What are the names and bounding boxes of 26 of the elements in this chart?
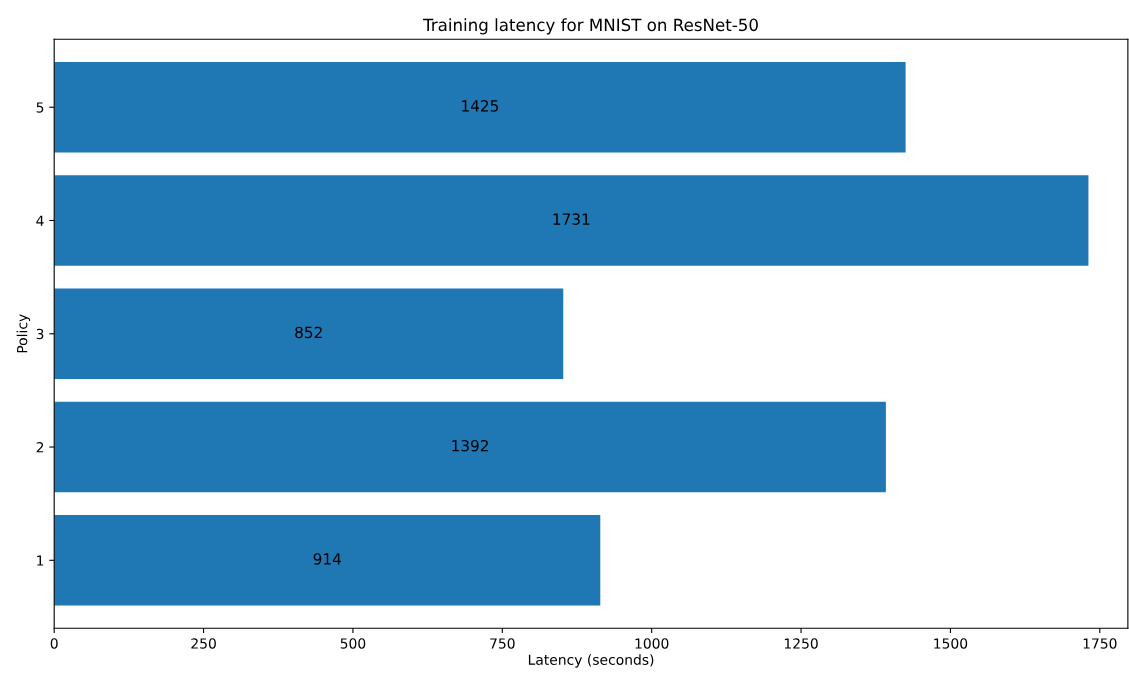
x-tick-label: 500 bbox=[340, 638, 366, 649]
y-tick-label: 1 bbox=[37, 555, 44, 566]
bar bbox=[54, 61, 906, 153]
y-tick-label: 4 bbox=[36, 215, 44, 226]
data-label: 1425 bbox=[462, 100, 499, 112]
y-tick-label: 3 bbox=[36, 328, 44, 340]
chart-title: Training latency for MNIST on ResNet-50 bbox=[423, 18, 758, 35]
x-tick-label: 250 bbox=[191, 638, 216, 649]
data-label: 914 bbox=[313, 553, 341, 565]
x-tick-label: 1250 bbox=[784, 638, 818, 649]
x-tick-label: 1000 bbox=[635, 638, 669, 649]
bar bbox=[54, 401, 886, 493]
x-tick-label: 0 bbox=[50, 638, 58, 649]
bar bbox=[54, 288, 564, 380]
data-label: 1392 bbox=[452, 439, 488, 452]
bar bbox=[54, 514, 601, 606]
x-axis-title: Latency (seconds) bbox=[528, 654, 654, 668]
data-label: 852 bbox=[295, 326, 322, 339]
x-tick-label: 1500 bbox=[934, 638, 968, 649]
x-tick-label: 1750 bbox=[1083, 638, 1117, 649]
y-axis-title: Policy bbox=[16, 314, 31, 353]
x-tick-label: 750 bbox=[490, 638, 515, 649]
bar bbox=[54, 175, 1089, 266]
y-tick-label: 5 bbox=[36, 102, 44, 113]
y-tick-label: 2 bbox=[36, 442, 44, 453]
data-label: 1731 bbox=[553, 213, 590, 225]
